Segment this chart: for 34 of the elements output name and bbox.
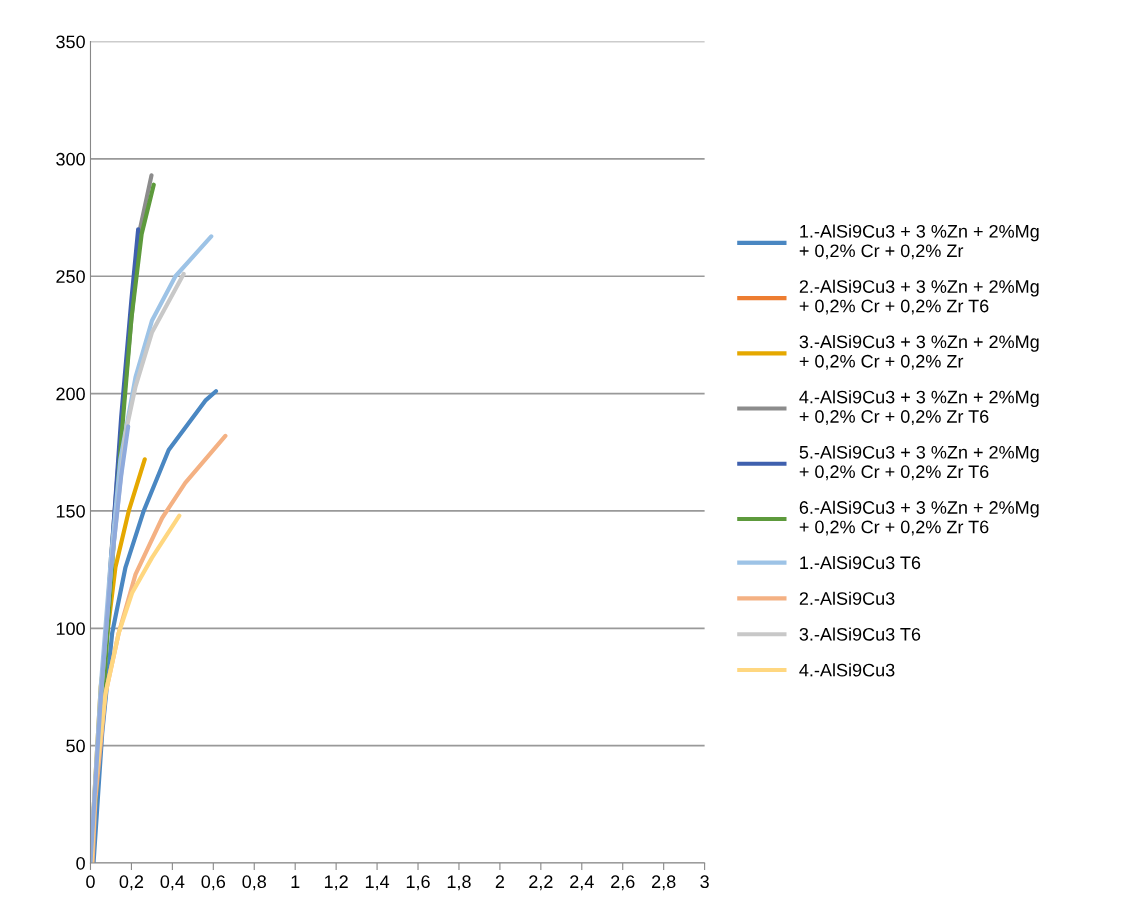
- legend-label: 5.-AlSi9Cu3 + 3 %Zn + 2%Mg + 0,2% Cr + 0,2% Zr T6: [799, 445, 1039, 481]
- x-tick-label: 0,6: [201, 875, 226, 891]
- legend-label: 3.-AlSi9Cu3 T6: [799, 627, 921, 641]
- y-tick-label: 200: [56, 387, 85, 401]
- legend-label: 4.-AlSi9Cu3 + 3 %Zn + 2%Mg + 0,2% Cr + 0,2% Zr T6: [799, 390, 1039, 426]
- x-tick-label: 2,8: [652, 875, 676, 891]
- x-tick-label: 2,4: [570, 875, 594, 891]
- x-tick-label: 1,4: [365, 875, 390, 891]
- x-tick-label: 2,2: [529, 875, 553, 891]
- x-tick-label: 0: [86, 875, 95, 889]
- y-tick-label: 250: [56, 270, 85, 283]
- x-tick-label: 1: [291, 875, 300, 888]
- x-tick-label: 1,8: [447, 875, 471, 891]
- legend-label: 4.-AlSi9Cu3: [799, 663, 895, 677]
- legend-label: 6.-AlSi9Cu3 + 3 %Zn + 2%Mg + 0,2% Cr + 0,2% Zr T6: [799, 500, 1039, 536]
- x-tick-label: 1,2: [324, 875, 348, 891]
- x-tick-label: 0,4: [160, 875, 185, 891]
- x-tick-label: 2,6: [611, 875, 635, 891]
- y-tick-label: 100: [56, 622, 85, 636]
- legend-label: 1.-AlSi9Cu3 + 3 %Zn + 2%Mg + 0,2% Cr + 0,2% Zr: [799, 224, 1039, 260]
- legend-label: 2.-AlSi9Cu3 + 3 %Zn + 2%Mg + 0,2% Cr + 0,2% Zr T6: [799, 279, 1039, 315]
- x-tick-label: 3: [700, 875, 709, 889]
- legend-label: 1.-AlSi9Cu3 T6: [800, 555, 921, 570]
- y-tick-label: 300: [56, 152, 85, 166]
- y-tick-label: 350: [56, 35, 85, 49]
- y-tick-label: 50: [66, 739, 85, 753]
- x-tick-label: 0,2: [119, 875, 144, 891]
- x-tick-label: 1,6: [406, 875, 430, 891]
- x-tick-label: 2: [495, 875, 505, 888]
- legend-label: 3.-AlSi9Cu3 + 3 %Zn + 2%Mg + 0,2% Cr + 0,2% Zr: [799, 334, 1039, 370]
- y-tick-label: 150: [56, 504, 85, 518]
- legend-label: 2.-AlSi9Cu3: [799, 591, 895, 605]
- x-tick-label: 0,8: [242, 875, 267, 891]
- y-tick-label: 0: [76, 856, 85, 870]
